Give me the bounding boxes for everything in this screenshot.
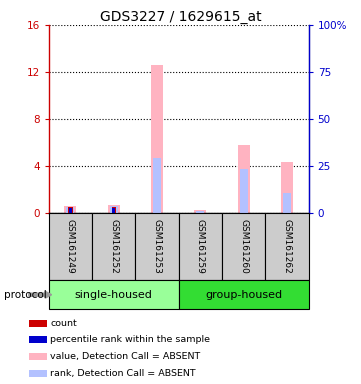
Bar [240, 169, 248, 213]
Bar [179, 213, 222, 280]
Bar [196, 211, 204, 213]
Text: group-housed: group-housed [205, 290, 282, 300]
Bar [49, 280, 179, 309]
Bar [64, 206, 77, 213]
Bar [29, 353, 47, 360]
Text: rank, Detection Call = ABSENT: rank, Detection Call = ABSENT [50, 369, 196, 378]
Bar [66, 207, 74, 213]
Bar [112, 207, 116, 213]
Text: percentile rank within the sample: percentile rank within the sample [50, 335, 210, 344]
Bar [29, 336, 47, 343]
Bar [108, 205, 120, 213]
Text: value, Detection Call = ABSENT: value, Detection Call = ABSENT [50, 352, 200, 361]
Text: GSM161253: GSM161253 [153, 219, 161, 274]
Bar [265, 213, 309, 280]
Bar [112, 208, 115, 213]
Bar [153, 159, 161, 213]
Bar [29, 320, 47, 328]
Bar [110, 206, 118, 213]
Text: GDS3227 / 1629615_at: GDS3227 / 1629615_at [100, 10, 261, 23]
Bar [69, 208, 72, 213]
Text: GSM161260: GSM161260 [239, 219, 248, 274]
Bar [29, 370, 47, 377]
Text: GSM161249: GSM161249 [66, 219, 75, 274]
Bar [68, 207, 73, 213]
Bar [194, 210, 206, 213]
Bar [49, 213, 92, 280]
Bar [283, 192, 291, 213]
Text: count: count [50, 319, 77, 328]
Text: protocol: protocol [4, 290, 46, 300]
Text: GSM161259: GSM161259 [196, 219, 205, 274]
Bar [92, 213, 135, 280]
Bar [222, 213, 265, 280]
Text: GSM161252: GSM161252 [109, 219, 118, 274]
Bar [238, 145, 250, 213]
Text: GSM161262: GSM161262 [283, 219, 291, 274]
Bar [135, 213, 179, 280]
Text: single-housed: single-housed [75, 290, 153, 300]
Bar [281, 162, 293, 213]
Bar [151, 65, 163, 213]
Bar [179, 280, 309, 309]
